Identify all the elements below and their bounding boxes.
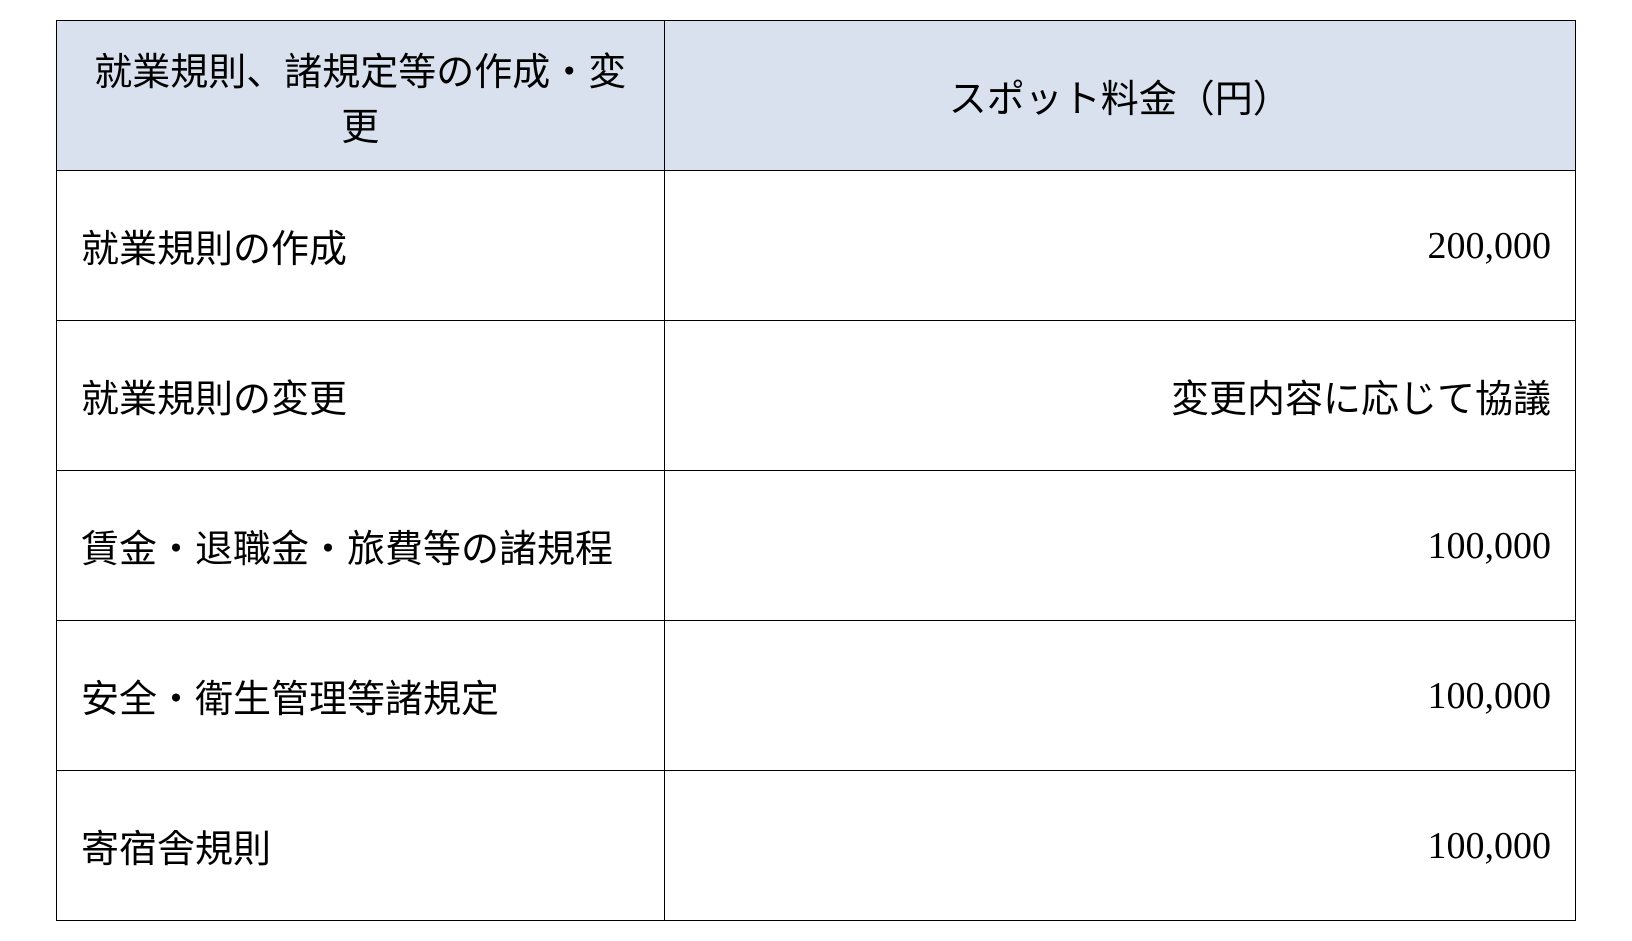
service-name: 就業規則の変更 [57, 321, 665, 471]
table-header-service: 就業規則、諸規定等の作成・変更 [57, 21, 665, 171]
table-row: 安全・衛生管理等諸規定 100,000 [57, 621, 1576, 771]
service-name: 寄宿舎規則 [57, 771, 665, 921]
service-price: 100,000 [664, 471, 1575, 621]
service-name: 就業規則の作成 [57, 171, 665, 321]
table-row: 就業規則の変更 変更内容に応じて協議 [57, 321, 1576, 471]
service-price: 100,000 [664, 621, 1575, 771]
table-row: 賃金・退職金・旅費等の諸規程 100,000 [57, 471, 1576, 621]
pricing-table: 就業規則、諸規定等の作成・変更 スポット料金（円） 就業規則の作成 200,00… [56, 20, 1576, 921]
table-row: 就業規則の作成 200,000 [57, 171, 1576, 321]
service-name: 賃金・退職金・旅費等の諸規程 [57, 471, 665, 621]
service-price: 変更内容に応じて協議 [664, 321, 1575, 471]
table-header-row: 就業規則、諸規定等の作成・変更 スポット料金（円） [57, 21, 1576, 171]
table-header-price: スポット料金（円） [664, 21, 1575, 171]
pricing-table-container: 就業規則、諸規定等の作成・変更 スポット料金（円） 就業規則の作成 200,00… [56, 20, 1576, 921]
service-name: 安全・衛生管理等諸規定 [57, 621, 665, 771]
service-price: 100,000 [664, 771, 1575, 921]
table-row: 寄宿舎規則 100,000 [57, 771, 1576, 921]
service-price: 200,000 [664, 171, 1575, 321]
